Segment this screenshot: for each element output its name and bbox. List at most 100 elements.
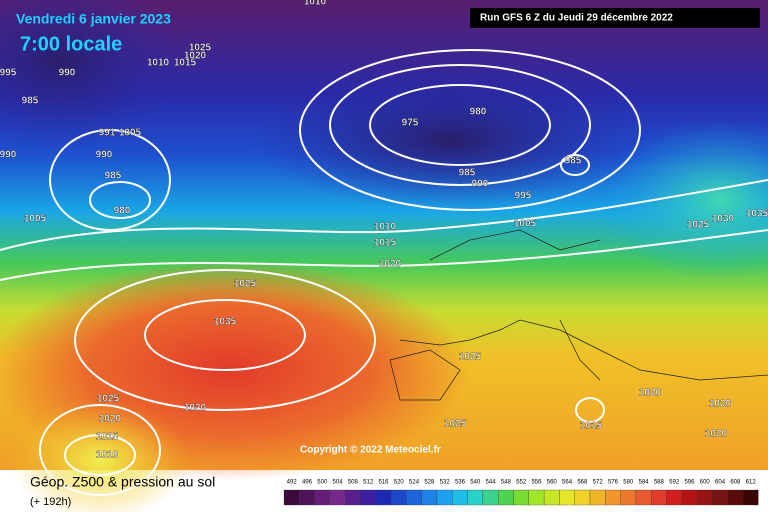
colorbar-cell [605,489,621,506]
isobar-label: 985 [105,171,122,182]
isobar-label: 1015 [174,58,197,69]
isobar-label: 1025 [97,394,120,405]
colorbar-label: 556 [531,480,542,486]
colorbar-label: 520 [394,480,405,486]
colorbar-label: 604 [715,480,726,486]
colorbar-label: 540 [470,480,481,486]
colorbar-label: 516 [378,480,389,486]
colorbar-cell [712,489,728,506]
date: Vendredi 6 janvier 2023 [16,11,171,27]
colorbar-label: 504 [333,480,344,486]
isobar-label: 990 [0,150,17,161]
colorbar-cell [375,489,392,506]
isobar-label: 1010 [96,450,119,461]
colorbar-cell [467,489,484,506]
colorbar-cell [482,489,499,506]
colorbar-label: 576 [608,480,619,486]
colorbar-cell [696,489,713,506]
colorbar-label: 532 [440,480,451,486]
footer-lead: (+ 192h) [30,496,71,508]
isobar-label: 1020 [184,51,207,62]
colorbar-label: 572 [593,480,604,486]
isobar-label: 1015 [96,432,119,443]
isobar-label: 985 [565,156,582,167]
colorbar-label: 580 [623,480,634,486]
colorbar-cell [559,489,575,506]
isobar-label: 1005 [24,214,47,225]
colorbar-cell [651,489,667,506]
colorbar-label: 608 [730,480,741,486]
isobar-label: 1020 [639,388,662,399]
isobar-label: 1010 [374,222,397,233]
colorbar-label: 560 [547,480,558,486]
colorbar-cell [589,489,606,506]
colorbar-label: 512 [363,480,374,486]
colorbar-cell [452,489,468,506]
isobar-label: 1005 [119,128,142,139]
colorbar-label: 528 [424,480,435,486]
colorbar-cell [727,489,744,506]
colorbar-cell [314,489,331,506]
isobar-label: 1015 [374,238,397,249]
high-zone [10,400,190,512]
colorbar-label: 508 [348,480,359,486]
isobar-label: 995 [515,191,532,202]
isobar-label: 1015 [580,421,603,432]
colorbar-cell [498,489,514,506]
colorbar-cell [543,489,560,506]
run-info: Run GFS 6 Z du Jeudi 29 décembre 2022 [480,13,673,24]
colorbar-cell [666,489,682,506]
isobar-label: 1020 [99,414,122,425]
isobar-label: 990 [472,179,489,190]
colorbar-label: 524 [409,480,420,486]
colorbar-label: 600 [700,480,711,486]
low-zone [0,0,180,150]
colorbar-label: 492 [287,480,298,486]
warm-zone [600,120,768,280]
isobar-label: 980 [114,206,131,217]
colorbar-cell [620,489,637,506]
copyright: Copyright © 2022 Meteociel.fr [300,445,441,456]
colorbar-label: 548 [501,480,512,486]
colorbar-cell [329,489,346,506]
isobar-label: 1025 [444,419,467,430]
colorbar-cell [513,489,529,506]
isobar-label: 1035 [746,209,768,220]
isobar-label: 991 [99,128,116,139]
colorbar-cell [421,489,438,506]
colorbar-label: 584 [639,480,650,486]
isobar-label: 975 [402,118,419,129]
colorbar-label: 500 [317,480,328,486]
isobar-label: 1025 [189,43,212,54]
isobar-label: 980 [470,107,487,118]
isobar-label: 1020 [709,399,732,410]
isobar-label: 1020 [705,429,728,440]
colorbar-cell [742,489,759,506]
colorbar-label: 592 [669,480,680,486]
isobar-label: 1025 [234,279,257,290]
isobar-label: 985 [459,168,476,179]
isobars [0,49,768,496]
colorbar-cell [360,489,376,506]
colorbar-label: 596 [684,480,695,486]
footer-title: Géop. Z500 & pression au sol [30,474,215,490]
isobar-label: 1010 [304,0,327,8]
isobar-label: 1030 [184,403,207,414]
colorbar-label: 552 [516,480,527,486]
time: 7:00 locale [20,33,122,55]
colorbar-cell [390,489,407,506]
colorbar-cell [299,489,315,506]
isobar-label: 1020 [379,259,402,270]
low-zone [250,70,650,210]
colorbar-label: 496 [302,480,313,486]
isobar-label: 1025 [459,352,482,363]
colorbar-label: 564 [562,480,573,486]
colorbar-cell [528,489,545,506]
colorbar-label: 588 [654,480,665,486]
isobar-label: 985 [22,96,39,107]
run-box [470,8,760,28]
colorbar-cell [406,489,422,506]
isobar-label: 1030 [712,214,735,225]
isobar-label: 1005 [514,219,537,230]
